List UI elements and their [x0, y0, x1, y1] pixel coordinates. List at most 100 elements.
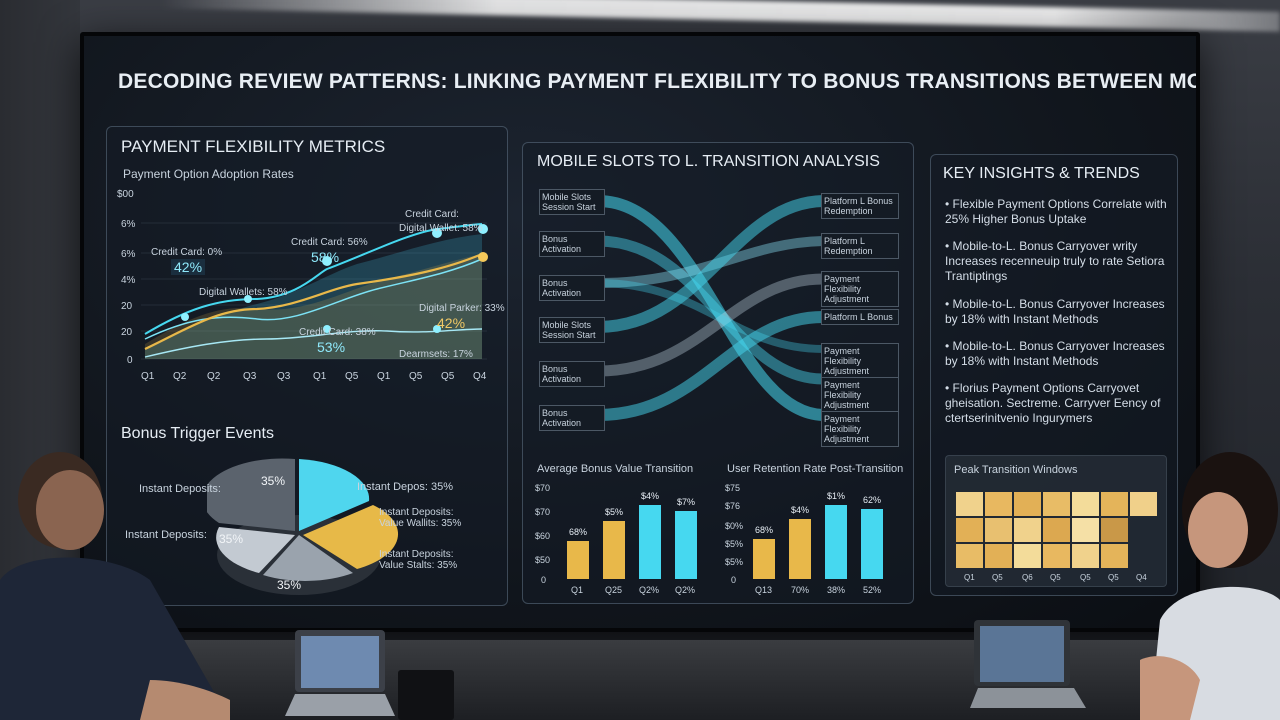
heat-cell [1043, 544, 1070, 568]
x-tick: 52% [863, 585, 881, 595]
y-tick: 0 [541, 575, 546, 585]
x-tick: Q2 [173, 371, 187, 382]
annotation-value: 58% [311, 249, 340, 265]
data-points [181, 224, 488, 333]
y-tick: 0 [127, 355, 133, 366]
heat-cell [956, 518, 983, 542]
peak-transition-heatmap: Peak Transition Windows [945, 455, 1167, 587]
transition-panel-title: MOBILE SLOTS TO L. TRANSITION ANALYSIS [537, 153, 880, 170]
bar [825, 505, 847, 579]
speaker-device [398, 670, 454, 720]
y-tick: $60 [535, 531, 550, 541]
x-tick: Q2 [207, 371, 221, 382]
heat-cell [1014, 518, 1041, 542]
data-point [433, 325, 441, 333]
insight-item: • Mobile-to-L. Bonus Carryover writy Inc… [945, 239, 1165, 283]
sankey-node-right: Payment Flexibility Adjustment [821, 411, 899, 447]
heat-cell [985, 518, 1012, 542]
wall-display: DECODING REVIEW PATTERNS: LINKING PAYMEN… [80, 32, 1200, 632]
bar-value-label: $5% [605, 507, 623, 517]
sankey-node-right: Platform L Bonus Redemption [821, 193, 899, 219]
person-right [1140, 452, 1280, 720]
x-tick: Q5 [992, 573, 1003, 582]
x-tick: 70% [791, 585, 809, 595]
grid-lines [141, 222, 487, 360]
sankey-node-left: Bonus Activation [539, 405, 605, 431]
bar [639, 505, 661, 579]
y-tick: $00 [117, 189, 134, 200]
annotation-label: Digital Parker: 33% [419, 303, 505, 314]
sankey-node-right: Payment Flexibility Adjustment [821, 377, 899, 413]
y-tick: $50 [535, 555, 550, 565]
flow-ribbon [594, 279, 827, 353]
heatmap-grid: Q1 Q5 Q6 Q5 Q5 Q5 Q4 [956, 492, 1157, 582]
annotation-value: 42% [171, 259, 206, 275]
flow-ribbon [592, 195, 829, 333]
slice-label: 35% [277, 578, 301, 592]
annotation-label: Credit Card: [405, 209, 459, 220]
annotation-label: Digital Wallets: 58% [199, 287, 288, 298]
heat-cell [1043, 518, 1070, 542]
x-tick: Q3 [243, 371, 257, 382]
heat-cell [985, 544, 1012, 568]
flow-ribbon [592, 235, 829, 385]
pie-slice-gold [303, 505, 399, 569]
pie-label: Instant Deposits: Value Wallits: 35% [379, 507, 462, 529]
heatmap-cells [956, 492, 1157, 568]
bonus-panel-title: Bonus Trigger Events [121, 425, 274, 442]
insights-panel: KEY INSIGHTS & TRENDS • Flexible Payment… [930, 154, 1178, 596]
heat-cell [1101, 518, 1128, 542]
sankey-node-left: Mobile Slots Session Start [539, 189, 605, 215]
person-left [0, 452, 230, 720]
retention-bar-chart: $75 $76 $0% $5% $5% 0 68% $4% $1% 62% Q1… [725, 483, 883, 595]
annotation-value: 42% [437, 315, 466, 331]
x-tick: Q4 [1136, 573, 1147, 582]
data-point [244, 295, 252, 303]
pie-label: Instant Deposits: [125, 529, 207, 541]
annotation-label: Credit Card: 56% [291, 237, 368, 248]
pie-slice-silver-1 [263, 535, 353, 581]
y-tick: $70 [535, 507, 550, 517]
main-title: DECODING REVIEW PATTERNS: LINKING PAYMEN… [118, 70, 1196, 93]
data-point [323, 325, 331, 333]
heat-cell [1014, 492, 1041, 516]
area-fill-gold [145, 254, 482, 359]
sankey-node-right: Platform L Bonus [821, 309, 899, 325]
adoption-line-chart: $00 6% 6% 4% 20 20 0 [117, 189, 488, 382]
series-line-cyan-1 [144, 223, 483, 335]
avg-bonus-bar-chart: $70 $70 $60 $50 0 68% $5% $4% $7% Q1 Q25… [535, 483, 697, 595]
bar-value-label: 62% [863, 495, 881, 505]
insight-item: • Florius Payment Options Carryovet ghei… [945, 381, 1161, 425]
x-tick: Q1 [571, 585, 583, 595]
bar [753, 539, 775, 579]
bar-value-label: 68% [755, 525, 773, 535]
x-tick: 38% [827, 585, 845, 595]
series-line-light [144, 328, 483, 358]
y-tick: 20 [121, 301, 133, 312]
pie-label: Instant Deposits: [139, 483, 221, 495]
x-tick: Q25 [605, 585, 622, 595]
data-point [478, 224, 488, 234]
x-tick: Q2% [639, 585, 659, 595]
ceiling-light [160, 0, 1280, 32]
flow-ribbon [592, 273, 829, 377]
heatmap-title: Peak Transition Windows [954, 464, 1078, 476]
flow-ribbons [592, 195, 829, 421]
sankey-flow [592, 195, 829, 421]
y-axis-ticks: $00 6% 6% 4% 20 20 0 [117, 189, 136, 366]
x-tick: Q4 [473, 371, 487, 382]
bar [567, 541, 589, 579]
y-tick: 6% [121, 219, 136, 230]
heat-cell [1072, 492, 1099, 516]
heat-cell [956, 544, 983, 568]
flow-ribbon [592, 311, 829, 421]
pie-label: Instant Depos: 35% [357, 481, 454, 493]
pie-slice-silver-2 [216, 527, 295, 573]
annotation-label: Dearmsets: 17% [399, 349, 473, 360]
payment-panel-title: PAYMENT FLEXIBILITY METRICS [121, 137, 386, 156]
y-tick: $5% [725, 557, 743, 567]
data-point [432, 228, 442, 238]
heat-cell [1101, 544, 1128, 568]
y-tick: 6% [121, 249, 136, 260]
payment-panel-subtitle: Payment Option Adoption Rates [123, 167, 294, 181]
